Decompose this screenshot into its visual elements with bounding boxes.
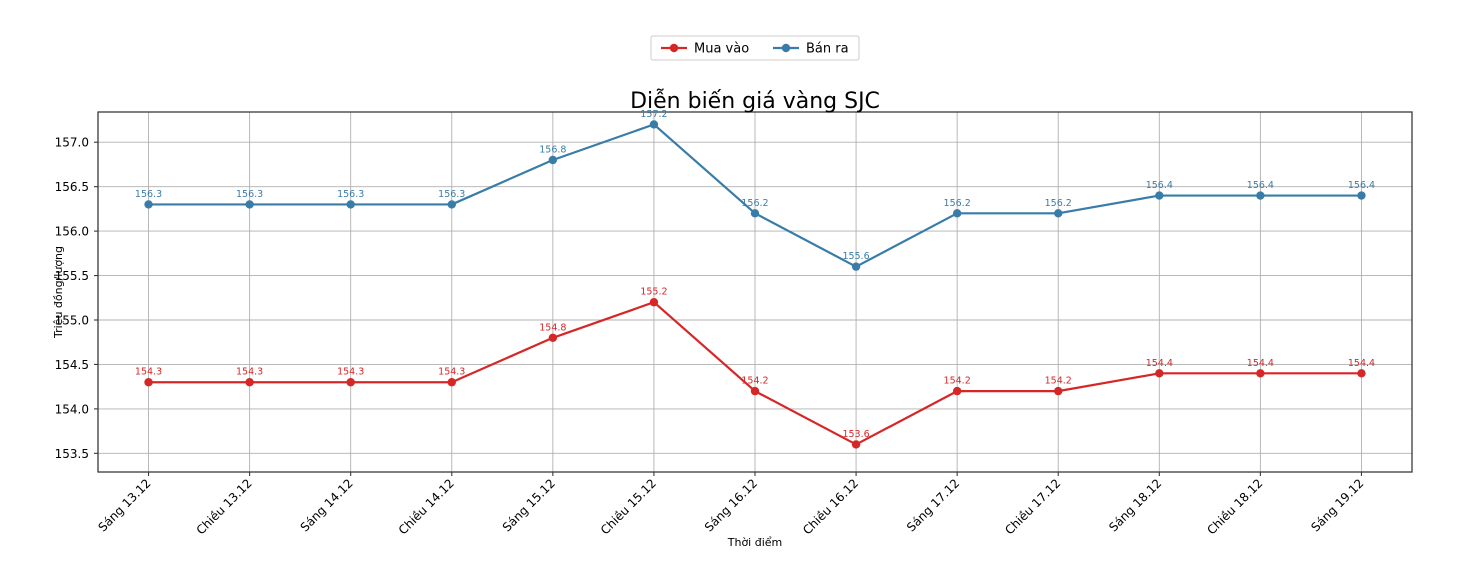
y-tick-label: 157.0: [55, 136, 89, 150]
y-tick-label: 154.5: [55, 358, 89, 372]
data-point-value: 154.2: [1045, 376, 1072, 387]
data-point-value: 154.4: [1247, 358, 1274, 369]
data-point-value: 155.2: [640, 287, 667, 298]
y-tick-label: 156.5: [55, 180, 89, 194]
plot-area-border: [97, 111, 1413, 473]
data-point-marker: [952, 209, 962, 218]
data-point-marker: [447, 200, 456, 209]
data-point-marker: [851, 262, 861, 271]
data-point-value: 156.2: [944, 198, 971, 209]
data-point-marker: [447, 378, 456, 387]
data-point-marker: [346, 200, 355, 209]
data-point-value: 153.6: [842, 429, 869, 440]
data-point-value: 156.4: [1247, 180, 1274, 191]
data-point-value: 156.3: [337, 189, 364, 200]
data-point-marker: [1357, 191, 1366, 200]
legend-label-mua-vao[interactable]: Mua vào: [694, 42, 749, 57]
x-axis-title: Thời điểm: [727, 536, 783, 549]
data-point-value: 157.2: [640, 109, 667, 120]
chart-legend[interactable]: Mua vào Bán ra: [650, 35, 860, 61]
data-point-marker: [1155, 191, 1164, 200]
y-tick-label: 156.0: [55, 225, 89, 239]
data-point-marker: [952, 386, 962, 396]
data-point-marker: [144, 200, 153, 209]
legend-marker[interactable]: [781, 43, 791, 53]
data-point-labels: 154.3 154.3 154.3 154.3 154.8 155.2 154.2 153.6…: [135, 109, 1375, 440]
chart-title: Diễn biến giá vàng SJC: [630, 88, 880, 114]
data-point-marker: [851, 440, 861, 449]
data-point-marker: [750, 386, 760, 396]
data-point-value: 156.3: [438, 189, 465, 200]
data-point-marker: [548, 333, 558, 342]
data-point-value: 154.4: [1146, 358, 1173, 369]
data-point-value: 154.2: [741, 376, 768, 387]
y-tick-label: 154.0: [55, 402, 89, 416]
data-point-value: 154.3: [438, 367, 465, 378]
y-tick-label: 155.5: [55, 269, 89, 283]
y-tick-label: 153.5: [55, 447, 89, 461]
data-point-marker: [1256, 191, 1265, 200]
data-point-value: 154.3: [236, 367, 263, 378]
data-point-marker: [245, 200, 254, 209]
data-point-value: 154.3: [135, 367, 162, 378]
data-point-marker: [1054, 386, 1063, 396]
data-point-marker: [1256, 369, 1265, 378]
data-point-value: 156.2: [1045, 198, 1072, 209]
data-point-marker: [750, 209, 760, 218]
data-point-value: 156.3: [236, 189, 263, 200]
data-point-marker: [346, 378, 355, 387]
data-point-marker: [649, 120, 659, 129]
data-point-value: 154.2: [944, 376, 971, 387]
data-point-value: 154.4: [1348, 358, 1375, 369]
data-point-marker: [1054, 209, 1063, 218]
data-point-value: 156.8: [539, 145, 566, 156]
y-axis-ticks: 153.5 154.0 154.5 155.0 155.5 156.0 156.5 157.0: [55, 136, 98, 461]
data-point-value: 154.3: [337, 367, 364, 378]
data-point-marker: [245, 378, 254, 387]
data-point-marker: [1357, 369, 1366, 378]
y-axis-title: Triệu đồng/lượng: [52, 246, 65, 339]
data-point-marker: [649, 298, 659, 307]
data-point-value: 156.4: [1348, 180, 1375, 191]
data-point-value: 156.2: [741, 198, 768, 209]
data-point-value: 156.3: [135, 189, 162, 200]
data-point-value: 156.4: [1146, 180, 1173, 191]
gridlines: [98, 112, 1412, 472]
data-series: [144, 120, 1366, 449]
data-point-marker: [548, 155, 558, 165]
y-tick-label: 155.0: [55, 314, 89, 328]
data-point-value: 155.6: [842, 251, 869, 262]
data-point-value: 154.8: [539, 322, 566, 333]
legend-box: [650, 35, 860, 61]
legend-label-ban-ra[interactable]: Bán ra: [806, 42, 849, 57]
data-point-marker: [144, 378, 153, 387]
data-point-marker: [1155, 369, 1164, 378]
legend-marker[interactable]: [669, 43, 679, 53]
